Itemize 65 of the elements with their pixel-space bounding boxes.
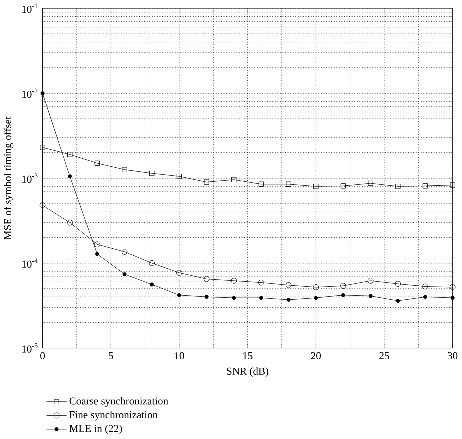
y-tick-label: 10$^{-3}$ [22, 174, 38, 184]
point [340, 184, 346, 189]
point [396, 299, 400, 304]
point [423, 295, 428, 300]
y-axis-title: MSE of symbol timing offset [4, 116, 14, 240]
point [204, 295, 209, 300]
point [286, 298, 291, 302]
point [40, 92, 45, 96]
legend-label: MLE in (22) [70, 425, 122, 435]
x-tick-label: 15 [243, 352, 253, 360]
point [94, 242, 100, 248]
point [341, 294, 346, 298]
point [368, 278, 374, 284]
point [231, 278, 238, 284]
point [204, 276, 210, 282]
point [232, 296, 236, 300]
y-tick-label: 10$^{-1}$ [22, 4, 38, 14]
point [368, 294, 373, 298]
point [67, 220, 74, 226]
point [450, 284, 456, 291]
point [395, 281, 402, 288]
point [314, 296, 318, 300]
point [122, 249, 128, 256]
point [258, 182, 264, 188]
point [450, 296, 455, 300]
point [422, 284, 428, 290]
x-tick-label: 5 [109, 352, 114, 360]
point [450, 182, 456, 188]
point [368, 181, 374, 186]
legend-label: Fine synchronization [70, 411, 158, 421]
x-tick-label: 10 [175, 352, 184, 360]
point [150, 282, 154, 287]
point [40, 145, 46, 150]
point [68, 152, 73, 158]
point [150, 171, 155, 176]
point [286, 182, 292, 188]
point [286, 282, 292, 288]
point [94, 161, 100, 166]
legend-label: Coarse synchronization [70, 398, 168, 408]
x-tick-label: 0 [40, 352, 46, 360]
point [122, 167, 128, 173]
point [68, 174, 72, 179]
point [177, 294, 182, 298]
point [204, 180, 210, 186]
y-tick-label: 10$^{-2}$ [22, 89, 38, 98]
point [314, 184, 319, 190]
x-tick-label: 30 [448, 352, 458, 360]
point [422, 184, 428, 189]
x-tick-label: 25 [380, 352, 390, 360]
point [149, 260, 156, 266]
point [396, 184, 401, 190]
x-axis-title: SNR (dB) [227, 368, 269, 378]
point [122, 272, 127, 277]
point [340, 283, 346, 290]
y-tick-label: 10$^{-4}$ [22, 258, 38, 268]
point [258, 280, 264, 286]
point [95, 252, 100, 256]
point [259, 296, 264, 300]
x-tick-label: 20 [311, 352, 322, 360]
point [176, 174, 182, 180]
point [176, 270, 182, 276]
y-tick-label: 10$^{-5}$ [22, 344, 38, 354]
point [313, 284, 320, 291]
point [40, 202, 46, 209]
point [232, 178, 237, 183]
